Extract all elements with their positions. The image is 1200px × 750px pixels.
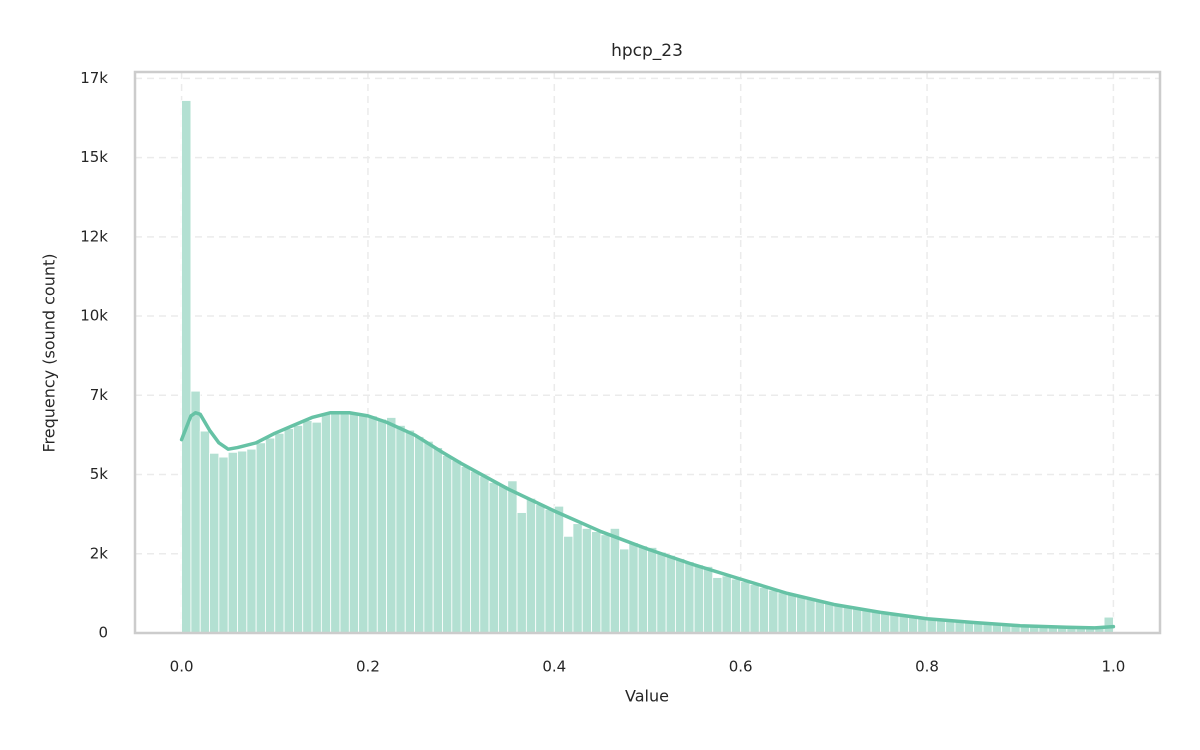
bar [777,592,788,634]
bar [330,410,341,634]
bar [348,412,360,634]
bar [609,528,620,634]
bar [684,561,695,634]
bar [460,466,471,634]
bar [199,430,210,634]
bar [796,596,807,634]
bar [190,390,201,634]
bar [181,100,192,634]
bar [740,581,751,634]
x-tick-label: 0.8 [915,658,939,676]
bar [628,542,639,634]
bar [749,584,760,634]
bar [209,452,220,634]
bar [581,528,592,634]
bar [889,613,900,634]
bar [265,437,276,634]
bar [227,451,238,634]
bar [320,412,332,634]
bar [432,447,443,634]
bar [898,615,909,634]
bar [218,456,229,634]
bar [311,421,322,634]
bar [758,586,770,634]
bar [591,531,602,634]
bar [423,440,434,634]
y-tick-label: 0 [98,624,108,642]
bar [842,606,853,634]
x-tick-label: 0.0 [170,658,194,676]
bar [572,523,583,634]
bar [637,545,648,634]
bar [414,436,425,634]
bar [665,554,676,634]
bar [805,599,816,634]
bar [600,534,611,634]
bar [237,450,248,634]
plot-frame [133,70,1162,635]
y-tick-label: 15k [80,148,108,166]
bar [824,603,835,634]
bar [525,497,537,634]
bar [283,428,294,634]
bar [712,577,723,634]
bar [619,548,630,634]
bar [255,442,266,634]
bar [367,415,378,634]
bar [861,610,872,634]
bar [535,504,546,634]
bar [721,575,732,634]
y-tick-label: 10k [80,307,108,325]
bar [693,564,704,634]
bar [768,589,779,634]
y-tick-label: 12k [80,227,108,245]
bar [293,424,304,634]
y-tick-label: 5k [90,465,109,483]
bar [852,608,863,634]
x-tick-label: 0.6 [729,658,753,676]
bar [786,594,797,634]
bar [246,448,257,634]
x-tick-label: 0.4 [542,658,566,676]
y-axis-label: Frequency (sound count) [40,253,59,452]
x-tick-label: 0.2 [356,658,380,676]
x-axis-label: Value [625,687,669,706]
y-tick-label: 2k [90,544,109,562]
bar [339,410,350,634]
chart-title: hpcp_23 [611,41,683,61]
bar [442,455,453,634]
y-tick-label: 7k [90,386,109,404]
bar [833,605,844,634]
bar [451,459,462,634]
bar [703,566,714,634]
bar [870,611,881,634]
bar [404,429,415,634]
bar [274,432,285,634]
bar [488,482,499,634]
bar [730,578,742,634]
bar [395,424,406,634]
bar [302,420,313,634]
bar [553,505,565,634]
bar [498,485,509,634]
bar [814,601,825,634]
bar [516,512,527,634]
x-tick-label: 1.0 [1101,658,1125,676]
bar [376,418,387,634]
bar [647,547,658,634]
bar [880,612,891,634]
bar [544,508,555,634]
bar [386,417,397,634]
bar [479,475,490,634]
bar [470,470,481,634]
bar [563,535,574,634]
bar [358,413,369,634]
kde-line [179,410,1116,630]
y-tick-label: 17k [80,69,108,87]
bar [507,480,518,634]
bar [675,558,686,634]
bar [656,551,667,634]
